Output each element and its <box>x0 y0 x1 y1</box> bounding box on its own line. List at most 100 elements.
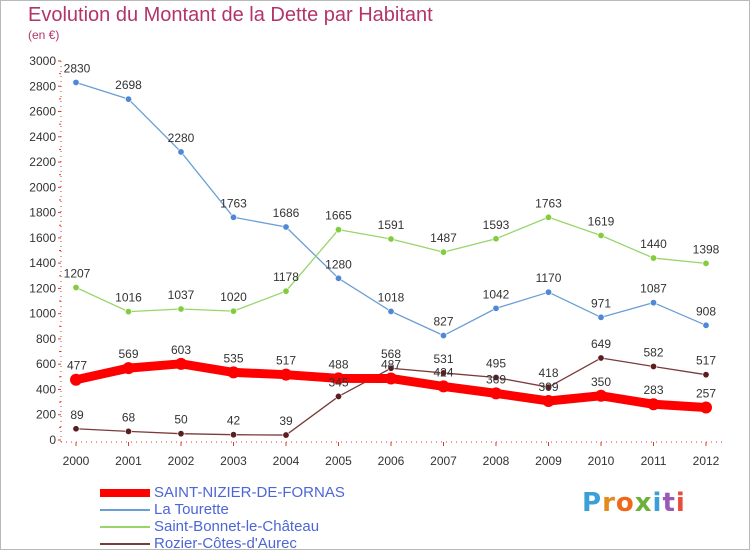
data-label-saint-bonnet-le-ch-teau: 1593 <box>483 218 510 232</box>
legend-label-rozier-c-tes-d-aurec: Rozier-Côtes-d'Aurec <box>154 535 297 552</box>
data-point-la-tourette <box>649 299 657 307</box>
data-point-saint-bonnet-le-ch-teau <box>387 235 395 243</box>
data-label-saint-nizier-de-fornas: 488 <box>328 357 348 371</box>
axes: 0 200 400 600 800 1000 1200 1400 1600 1800 2000 220… <box>29 54 724 468</box>
logo-letter: i <box>675 488 686 518</box>
data-label-la-tourette: 2698 <box>115 78 142 92</box>
logo-letter: r <box>602 488 616 518</box>
y-tick-label: 2400 <box>29 130 56 144</box>
y-tick-label: 1000 <box>29 307 56 321</box>
data-point-la-tourette <box>230 213 238 221</box>
data-label-saint-bonnet-le-ch-teau: 1016 <box>115 291 142 305</box>
x-tick-label: 2004 <box>273 454 300 468</box>
logo-letter: P <box>582 488 603 518</box>
data-point-saint-nizier-de-fornas <box>122 362 135 375</box>
data-label-saint-nizier-de-fornas: 257 <box>696 387 716 401</box>
data-point-saint-nizier-de-fornas <box>647 398 660 411</box>
data-label-la-tourette: 971 <box>591 296 611 310</box>
data-label-rozier-c-tes-d-aurec: 418 <box>538 366 558 380</box>
data-point-rozier-c-tes-d-aurec <box>649 362 657 370</box>
data-label-rozier-c-tes-d-aurec: 68 <box>122 410 136 424</box>
data-label-la-tourette: 1763 <box>220 196 247 210</box>
data-label-saint-bonnet-le-ch-teau: 1487 <box>430 231 457 245</box>
data-label-la-tourette: 1018 <box>378 290 405 304</box>
data-label-saint-nizier-de-fornas: 487 <box>381 357 401 371</box>
data-label-la-tourette: 1170 <box>536 271 562 285</box>
x-tick-label: 2012 <box>693 454 720 468</box>
data-point-saint-nizier-de-fornas <box>70 373 82 386</box>
x-tick-label: 2007 <box>430 454 457 468</box>
data-label-saint-nizier-de-fornas: 477 <box>67 359 87 373</box>
data-point-la-tourette <box>177 148 185 156</box>
x-tick-label: 2009 <box>535 454 562 468</box>
data-point-saint-nizier-de-fornas <box>437 380 450 393</box>
data-label-rozier-c-tes-d-aurec: 50 <box>174 413 188 427</box>
data-label-rozier-c-tes-d-aurec: 345 <box>328 375 348 389</box>
data-label-rozier-c-tes-d-aurec: 517 <box>696 354 716 368</box>
data-point-rozier-c-tes-d-aurec <box>439 369 447 377</box>
data-point-rozier-c-tes-d-aurec <box>387 364 395 372</box>
data-point-la-tourette <box>702 321 710 329</box>
y-tick-label: 1200 <box>29 281 56 295</box>
x-tick-label: 2006 <box>378 454 405 468</box>
y-tick-label: 2800 <box>29 79 56 93</box>
data-point-saint-bonnet-le-ch-teau <box>702 259 710 267</box>
y-tick-label: 2200 <box>29 155 56 169</box>
data-point-rozier-c-tes-d-aurec <box>177 430 185 438</box>
data-point-la-tourette <box>439 332 447 340</box>
data-point-rozier-c-tes-d-aurec <box>492 373 500 381</box>
series-markers <box>70 78 712 439</box>
data-point-la-tourette <box>282 223 290 231</box>
data-label-saint-nizier-de-fornas: 424 <box>433 365 453 379</box>
data-point-rozier-c-tes-d-aurec <box>72 425 80 433</box>
data-point-saint-bonnet-le-ch-teau <box>230 307 238 315</box>
data-label-rozier-c-tes-d-aurec: 531 <box>433 352 453 366</box>
y-tick-label: 1600 <box>29 231 56 245</box>
legend-swatch-saint-nizier-de-fornas <box>100 489 150 497</box>
data-point-la-tourette <box>125 95 133 103</box>
x-tick-label: 2000 <box>63 454 90 468</box>
data-label-la-tourette: 827 <box>433 315 453 329</box>
y-tick-label: 1400 <box>29 256 56 270</box>
data-point-saint-nizier-de-fornas <box>595 389 607 402</box>
data-point-rozier-c-tes-d-aurec <box>230 431 238 439</box>
data-point-saint-nizier-de-fornas <box>227 366 240 379</box>
legend-swatch-la-tourette <box>100 509 150 511</box>
data-point-saint-bonnet-le-ch-teau <box>282 287 290 295</box>
data-point-saint-nizier-de-fornas <box>385 372 397 385</box>
data-label-rozier-c-tes-d-aurec: 649 <box>591 337 611 351</box>
data-label-la-tourette: 1087 <box>640 282 667 296</box>
data-point-saint-nizier-de-fornas <box>542 394 555 407</box>
y-tick-label: 2600 <box>29 105 56 119</box>
data-label-saint-bonnet-le-ch-teau: 1591 <box>378 218 405 232</box>
y-tick-label: 600 <box>36 357 56 371</box>
x-tick-label: 2005 <box>325 454 352 468</box>
data-point-rozier-c-tes-d-aurec <box>702 371 710 379</box>
data-label-rozier-c-tes-d-aurec: 42 <box>227 414 241 428</box>
data-label-saint-bonnet-le-ch-teau: 1020 <box>220 290 247 304</box>
logo-letter: t <box>662 488 676 518</box>
data-point-la-tourette <box>72 78 80 86</box>
proxiti-logo: Proxiti <box>582 488 686 518</box>
data-label-saint-bonnet-le-ch-teau: 1037 <box>168 288 195 302</box>
data-label-la-tourette: 1280 <box>325 257 352 271</box>
data-label-saint-nizier-de-fornas: 309 <box>538 380 558 394</box>
data-label-saint-nizier-de-fornas: 283 <box>643 383 663 397</box>
data-label-rozier-c-tes-d-aurec: 568 <box>381 347 401 361</box>
chart-title: Evolution du Montant de la Dette par Hab… <box>28 4 433 26</box>
data-point-rozier-c-tes-d-aurec <box>282 431 290 439</box>
y-tick-label: 400 <box>36 382 56 396</box>
data-label-saint-bonnet-le-ch-teau: 1207 <box>64 267 91 281</box>
data-point-saint-nizier-de-fornas <box>700 401 712 414</box>
data-point-saint-bonnet-le-ch-teau <box>492 235 500 243</box>
x-tick-label: 2002 <box>168 454 195 468</box>
data-point-rozier-c-tes-d-aurec <box>125 427 133 435</box>
data-point-la-tourette <box>597 313 605 321</box>
data-point-saint-nizier-de-fornas <box>490 387 502 400</box>
data-point-rozier-c-tes-d-aurec <box>334 392 342 400</box>
y-tick-label: 3000 <box>29 54 56 68</box>
data-label-saint-bonnet-le-ch-teau: 1763 <box>535 196 562 210</box>
legend-label-saint-bonnet-le-ch-teau: Saint-Bonnet-le-Château <box>154 518 320 535</box>
